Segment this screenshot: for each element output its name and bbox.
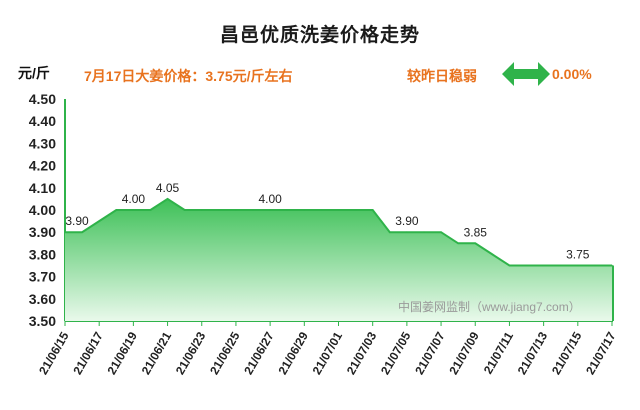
y-tick-label: 3.80 <box>29 246 56 262</box>
y-tick-label: 4.50 <box>29 91 56 107</box>
data-point <box>269 209 271 211</box>
y-tick-label: 4.10 <box>29 180 56 196</box>
y-tick-label: 4.30 <box>29 135 56 151</box>
x-tick-label: 21/06/23 <box>173 329 209 377</box>
data-point <box>286 209 289 211</box>
y-tick-label: 4.20 <box>29 158 56 174</box>
data-point <box>542 264 545 267</box>
data-point <box>235 209 237 211</box>
data-label: 3.90 <box>65 214 89 228</box>
data-point <box>457 242 459 245</box>
price-area <box>65 198 612 321</box>
data-point <box>98 220 100 222</box>
data-point <box>440 231 442 233</box>
data-label: 4.00 <box>258 192 282 206</box>
data-point <box>508 264 511 267</box>
data-point <box>423 231 425 233</box>
data-point <box>132 209 135 211</box>
x-tick-label: 21/07/13 <box>515 329 551 377</box>
data-point <box>611 264 613 267</box>
data-point <box>491 253 494 256</box>
y-tick-label: 3.50 <box>29 313 56 329</box>
data-point <box>594 264 596 267</box>
data-label: 3.75 <box>566 248 590 262</box>
data-point <box>474 242 477 245</box>
x-tick-label: 21/07/17 <box>583 329 619 377</box>
x-tick-label: 21/06/25 <box>207 329 243 377</box>
x-tick-label: 21/07/05 <box>378 329 414 377</box>
data-point <box>354 209 357 211</box>
data-point <box>81 231 83 233</box>
x-tick-label: 21/07/01 <box>310 329 346 377</box>
data-point <box>525 264 528 267</box>
change-percent: 0.00% <box>552 66 592 82</box>
data-point <box>337 209 340 211</box>
data-label: 4.00 <box>122 192 146 206</box>
x-tick-label: 21/06/19 <box>104 329 140 377</box>
y-tick-label: 3.60 <box>29 291 56 307</box>
chart-title: 昌邑优质洗姜价格走势 <box>219 25 420 46</box>
data-point <box>303 209 306 211</box>
left-right-arrow-icon <box>502 62 550 86</box>
data-point <box>115 209 118 211</box>
x-tick-label: 21/07/11 <box>481 329 516 376</box>
data-point <box>252 209 254 211</box>
y-tick-label: 4.40 <box>29 113 56 129</box>
data-point <box>388 231 391 233</box>
data-point <box>218 209 220 211</box>
y-tick-label: 3.70 <box>29 269 56 285</box>
data-point <box>559 264 562 267</box>
data-point <box>64 231 66 233</box>
data-point <box>149 209 152 211</box>
watermark: 中国姜网监制（www.jiang7.com） <box>398 299 581 314</box>
x-tick-label: 21/07/15 <box>549 329 585 377</box>
data-point <box>166 198 169 200</box>
x-tick-label: 21/06/27 <box>241 329 277 377</box>
y-tick-label: 3.90 <box>29 224 56 240</box>
x-tick-label: 21/06/17 <box>70 329 106 377</box>
data-point <box>371 209 374 211</box>
y-axis-unit: 元/斤 <box>18 65 50 81</box>
x-tick-label: 21/07/09 <box>446 329 482 377</box>
y-tick-label: 4.00 <box>29 202 56 218</box>
x-tick-label: 21/06/29 <box>275 329 311 377</box>
data-point <box>320 209 323 211</box>
compare-label: 较昨日稳弱 <box>407 68 477 84</box>
data-point <box>183 209 186 211</box>
x-tick-label: 21/07/03 <box>344 329 380 377</box>
data-point <box>200 209 203 211</box>
data-label: 3.90 <box>395 214 419 228</box>
x-tick-label: 21/06/15 <box>36 329 72 377</box>
data-point <box>406 231 408 233</box>
data-label: 3.85 <box>464 225 488 239</box>
data-point <box>577 264 579 267</box>
x-tick-label: 21/07/07 <box>412 329 448 377</box>
price-note: 7月17日大姜价格：3.75元/斤左右 <box>84 68 293 84</box>
data-label: 4.05 <box>156 181 180 195</box>
x-tick-label: 21/06/21 <box>139 329 175 377</box>
